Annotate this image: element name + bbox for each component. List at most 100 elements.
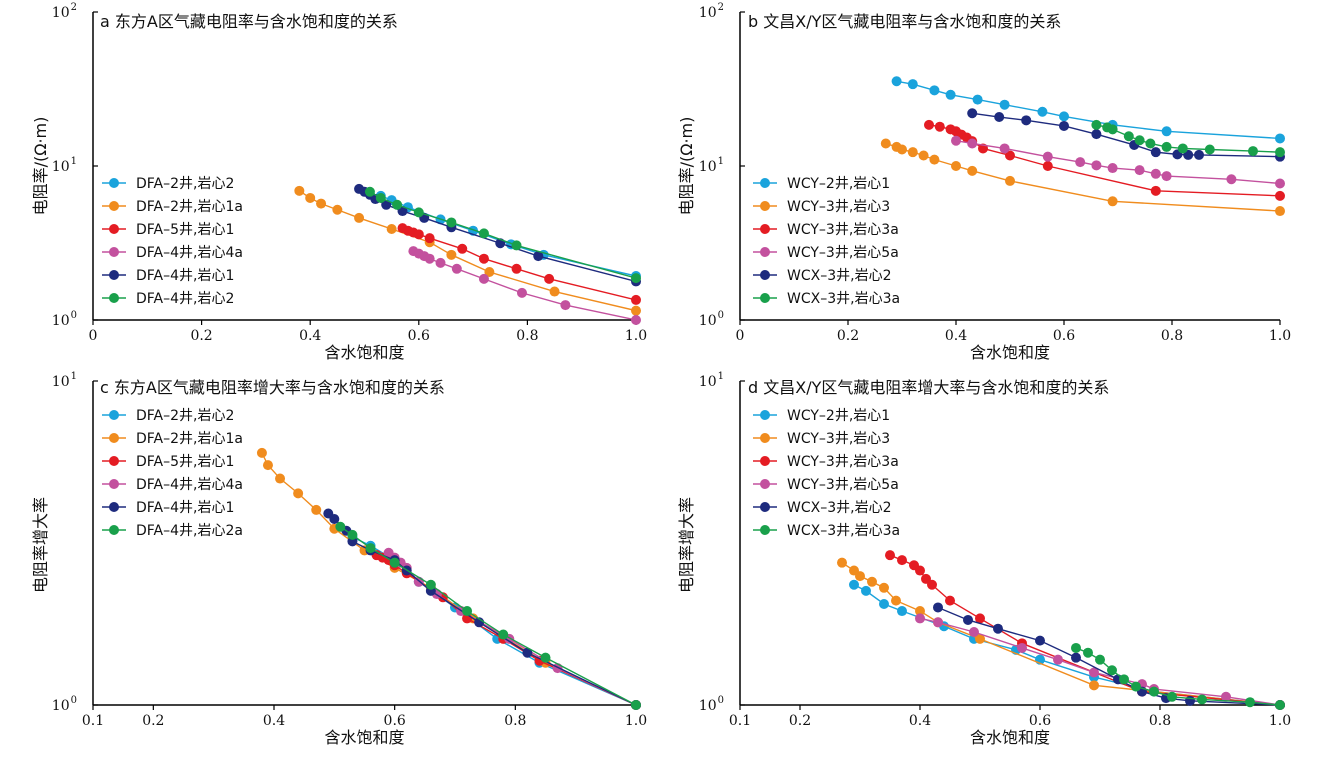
x-tick-label: 1.0 [625, 713, 647, 729]
data-point [969, 626, 979, 637]
data-point [972, 94, 983, 105]
legend-label: DFA–5井,岩心1 [136, 454, 234, 470]
series-group [1091, 119, 1285, 158]
legend-marker [760, 433, 770, 443]
data-point [1275, 147, 1285, 158]
y-tick-label: 101 [699, 156, 724, 175]
legend-label: WCX–3井,岩心2 [787, 500, 891, 516]
series-group [1071, 642, 1285, 710]
data-point [951, 135, 961, 146]
data-point [963, 614, 973, 625]
legend-label: WCX–3井,岩心3a [787, 523, 900, 539]
legend-label: DFA–4井,岩心4a [136, 245, 243, 261]
series-line [955, 139, 1281, 185]
legend-item: DFA–4井,岩心2a [102, 523, 243, 539]
data-point [933, 602, 943, 613]
data-point [1005, 150, 1015, 161]
data-point [915, 606, 925, 617]
data-point [1091, 160, 1102, 171]
y-tick-label: 102 [52, 2, 77, 21]
x-tick-label: 1.0 [625, 328, 647, 344]
series-group [364, 186, 641, 284]
data-point [855, 571, 865, 582]
legend-label: DFA–2井,岩心1a [136, 431, 243, 447]
data-point [631, 273, 641, 284]
data-point [311, 504, 322, 515]
data-point [1021, 115, 1032, 126]
data-point [927, 579, 937, 590]
data-point [1161, 141, 1172, 152]
data-point [929, 154, 940, 165]
data-point [907, 147, 918, 158]
data-point [1089, 667, 1099, 678]
data-point [256, 447, 267, 458]
legend-item: WCY–3井,岩心5a [753, 477, 899, 493]
data-point [975, 633, 985, 644]
series-group [383, 547, 641, 710]
data-point [329, 514, 340, 525]
legend-label: DFA–5井,岩心1 [136, 222, 234, 238]
data-point [1042, 161, 1053, 171]
data-point [498, 629, 509, 640]
y-tick-label: 101 [52, 371, 77, 390]
legend-label: DFA–4井,岩心4a [136, 477, 243, 493]
data-point [1053, 654, 1063, 665]
series-group [256, 447, 641, 710]
data-point [1248, 146, 1258, 157]
data-point [347, 529, 358, 540]
data-point [478, 273, 489, 284]
data-point [880, 138, 891, 149]
data-point [478, 228, 489, 239]
data-point [993, 623, 1003, 634]
legend-marker [760, 525, 770, 535]
data-point [1119, 674, 1129, 685]
data-point [945, 595, 955, 606]
data-point [631, 700, 641, 710]
data-point [275, 473, 286, 484]
legend-item: DFA–2井,岩心2 [102, 408, 234, 424]
data-point [907, 79, 918, 90]
data-point [1161, 126, 1172, 137]
series-line [889, 554, 1281, 706]
data-point [516, 287, 527, 298]
data-point [1059, 111, 1069, 122]
data-point [1185, 695, 1195, 706]
series-group [880, 138, 1285, 217]
panel-d: 0.1 0.2 0.4 0.6 0.8 1.0 100 101 d 文昌X/Y区气藏电阻率增大率… [677, 371, 1291, 747]
data-point [1123, 131, 1134, 142]
data-point [451, 263, 462, 274]
data-point [967, 138, 978, 149]
data-point [1275, 206, 1285, 217]
data-point [1275, 178, 1285, 189]
data-point [332, 204, 343, 215]
data-point [1042, 151, 1053, 162]
legend-label: DFA–4井,岩心2a [136, 523, 243, 539]
data-point [540, 652, 551, 663]
data-point [305, 192, 316, 203]
x-tick-label: 0.8 [516, 328, 538, 344]
data-point [522, 647, 533, 658]
y-tick-label: 102 [699, 2, 724, 21]
data-point [999, 143, 1010, 154]
x-tick-label: 0.1 [82, 713, 104, 729]
legend-label: WCY–2井,岩心1 [787, 408, 890, 424]
series-line [1075, 647, 1281, 706]
legend-label: WCY–3井,岩心3a [787, 222, 899, 238]
legend-label: WCY–3井,岩心3 [787, 431, 890, 447]
data-point [1035, 635, 1045, 646]
data-point [1107, 665, 1117, 676]
x-tick-label: 0.4 [263, 713, 285, 729]
legend-marker [109, 293, 119, 303]
series-line [388, 552, 637, 706]
data-point [511, 263, 522, 274]
y-axis-title: 电阻率增大率 [31, 497, 50, 593]
data-point [1107, 196, 1118, 207]
data-point [1197, 694, 1207, 705]
legend-label: WCY–3井,岩心3a [787, 454, 899, 470]
data-point [381, 199, 392, 210]
series-group [837, 557, 1285, 710]
data-point [386, 223, 397, 234]
legend-item: DFA–4井,岩心2 [102, 291, 234, 307]
data-point [413, 207, 424, 218]
data-point [1204, 144, 1215, 155]
